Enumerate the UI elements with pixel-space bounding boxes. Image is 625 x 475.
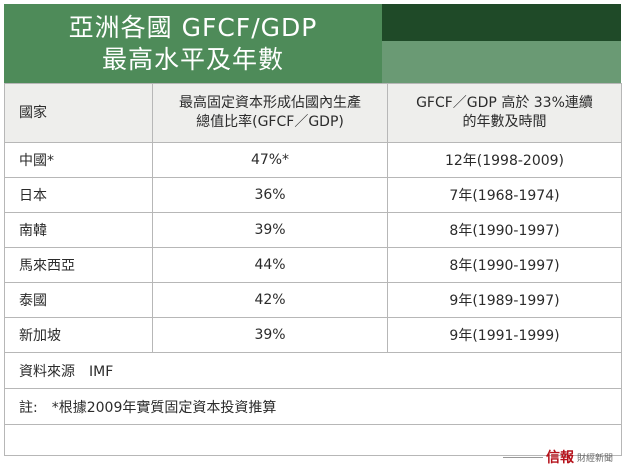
logo-sub-text: 財經新聞 [576, 453, 613, 464]
header-years-line-1: GFCF／GDP 高於 33%連續 [416, 95, 593, 111]
table-row: 日本 36% 7年(1968-1974) [4, 177, 622, 213]
source-row: 資料來源 IMF [4, 352, 622, 389]
cell-years: 9年(1991-1999) [387, 317, 622, 353]
cell-country: 中國* [4, 142, 153, 178]
header-country-label: 國家 [19, 104, 47, 121]
cell-country: 泰國 [4, 282, 153, 318]
gfcf-table: 國家 最高固定資本形成佔國內生產 總值比率(GFCF／GDP) GFCF／GDP… [4, 83, 622, 456]
title-banner: 亞洲各國 GFCF/GDP 最高水平及年數 [4, 4, 621, 83]
decorative-band-top [382, 4, 621, 41]
blank-row [4, 424, 622, 456]
cell-ratio: 42% [152, 282, 388, 318]
header-country: 國家 [4, 83, 153, 143]
header-years-line-2: 的年數及時間 [462, 114, 547, 130]
header-ratio-line-1: 最高固定資本形成佔國內生產 [179, 95, 361, 111]
cell-ratio: 36% [152, 177, 388, 213]
cell-ratio: 44% [152, 247, 388, 283]
decorative-band-bottom [382, 41, 621, 83]
source-text: 資料來源 IMF [4, 352, 622, 389]
table-row: 泰國 42% 9年(1989-1997) [4, 282, 622, 318]
table-row: 中國* 47%* 12年(1998-2009) [4, 142, 622, 178]
note-row: 註: *根據2009年實質固定資本投資推算 [4, 388, 622, 425]
logo-divider [502, 456, 543, 458]
cell-country: 新加坡 [4, 317, 153, 353]
cell-ratio: 47%* [152, 142, 388, 178]
decorative-band [382, 4, 621, 83]
title-line-1: 亞洲各國 GFCF/GDP [68, 12, 318, 42]
header-ratio: 最高固定資本形成佔國內生產 總值比率(GFCF／GDP) [152, 83, 388, 143]
note-text: 註: *根據2009年實質固定資本投資推算 [4, 388, 622, 425]
cell-years: 12年(1998-2009) [387, 142, 622, 178]
cell-ratio: 39% [152, 212, 388, 248]
cell-years: 8年(1990-1997) [387, 212, 622, 248]
cell-ratio: 39% [152, 317, 388, 353]
table-row: 馬來西亞 44% 8年(1990-1997) [4, 247, 622, 283]
logo-main-text: 信報 [545, 450, 574, 466]
table-header-row: 國家 最高固定資本形成佔國內生產 總值比率(GFCF／GDP) GFCF／GDP… [4, 83, 622, 143]
cell-years: 9年(1989-1997) [387, 282, 622, 318]
title-line-2: 最高水平及年數 [101, 44, 284, 74]
table-row: 南韓 39% 8年(1990-1997) [4, 212, 622, 248]
blank-cell [4, 424, 622, 456]
cell-country: 南韓 [4, 212, 153, 248]
cell-years: 7年(1968-1974) [387, 177, 622, 213]
header-years: GFCF／GDP 高於 33%連續 的年數及時間 [387, 83, 622, 143]
publisher-logo: 信報 財經新聞 [502, 447, 613, 467]
title-box: 亞洲各國 GFCF/GDP 最高水平及年數 [4, 4, 382, 83]
cell-years: 8年(1990-1997) [387, 247, 622, 283]
cell-country: 馬來西亞 [4, 247, 153, 283]
cell-country: 日本 [4, 177, 153, 213]
header-ratio-line-2: 總值比率(GFCF／GDP) [196, 114, 344, 130]
table-row: 新加坡 39% 9年(1991-1999) [4, 317, 622, 353]
